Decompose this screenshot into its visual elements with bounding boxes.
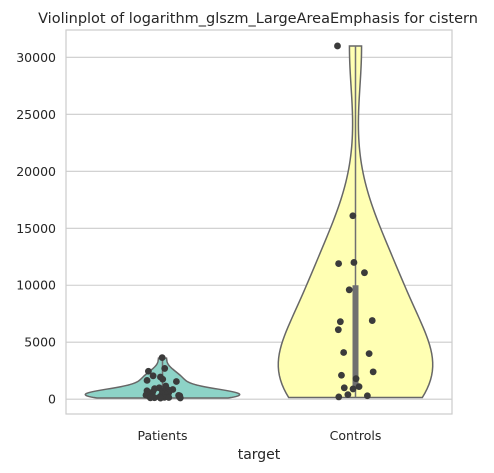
data-point [356, 383, 363, 390]
data-point [159, 354, 166, 361]
data-point [341, 384, 348, 391]
data-point [344, 391, 351, 398]
x-tick-label: Patients [137, 428, 187, 443]
data-point [364, 392, 371, 399]
x-tick-label: Controls [330, 428, 382, 443]
data-point [350, 386, 357, 393]
y-tick-label: 20000 [16, 164, 56, 179]
y-tick-label: 0 [48, 392, 56, 407]
y-tick-label: 10000 [16, 278, 56, 293]
data-point [177, 395, 184, 402]
data-point [349, 212, 356, 219]
data-point [173, 378, 180, 385]
data-point [370, 368, 377, 375]
data-point [161, 365, 168, 372]
data-point [337, 318, 344, 325]
data-point [340, 349, 347, 356]
y-tick-label: 25000 [16, 107, 56, 122]
data-point [335, 326, 342, 333]
y-tick-label: 5000 [24, 335, 56, 350]
data-point [147, 394, 154, 401]
y-tick-label: 15000 [16, 221, 56, 236]
data-point [361, 269, 368, 276]
data-point [335, 394, 342, 401]
data-point [353, 375, 360, 382]
data-point [334, 43, 341, 50]
data-point [366, 350, 373, 357]
chart-title: Violinplot of logarithm_glszm_LargeAreaE… [38, 11, 478, 27]
data-point [369, 317, 376, 324]
x-axis-label: target [238, 447, 281, 463]
violins [85, 46, 432, 398]
data-point [351, 259, 358, 266]
data-point [144, 377, 151, 384]
x-axis-ticks: Patients Controls [137, 428, 381, 443]
data-point [346, 286, 353, 293]
data-point [335, 260, 342, 267]
data-point [159, 376, 166, 383]
y-tick-label: 30000 [16, 50, 56, 65]
data-point [157, 395, 164, 402]
y-axis-ticks: 0 5000 10000 15000 20000 25000 30000 [16, 50, 56, 407]
data-point [150, 372, 157, 379]
data-point [338, 372, 345, 379]
data-point [165, 394, 172, 401]
